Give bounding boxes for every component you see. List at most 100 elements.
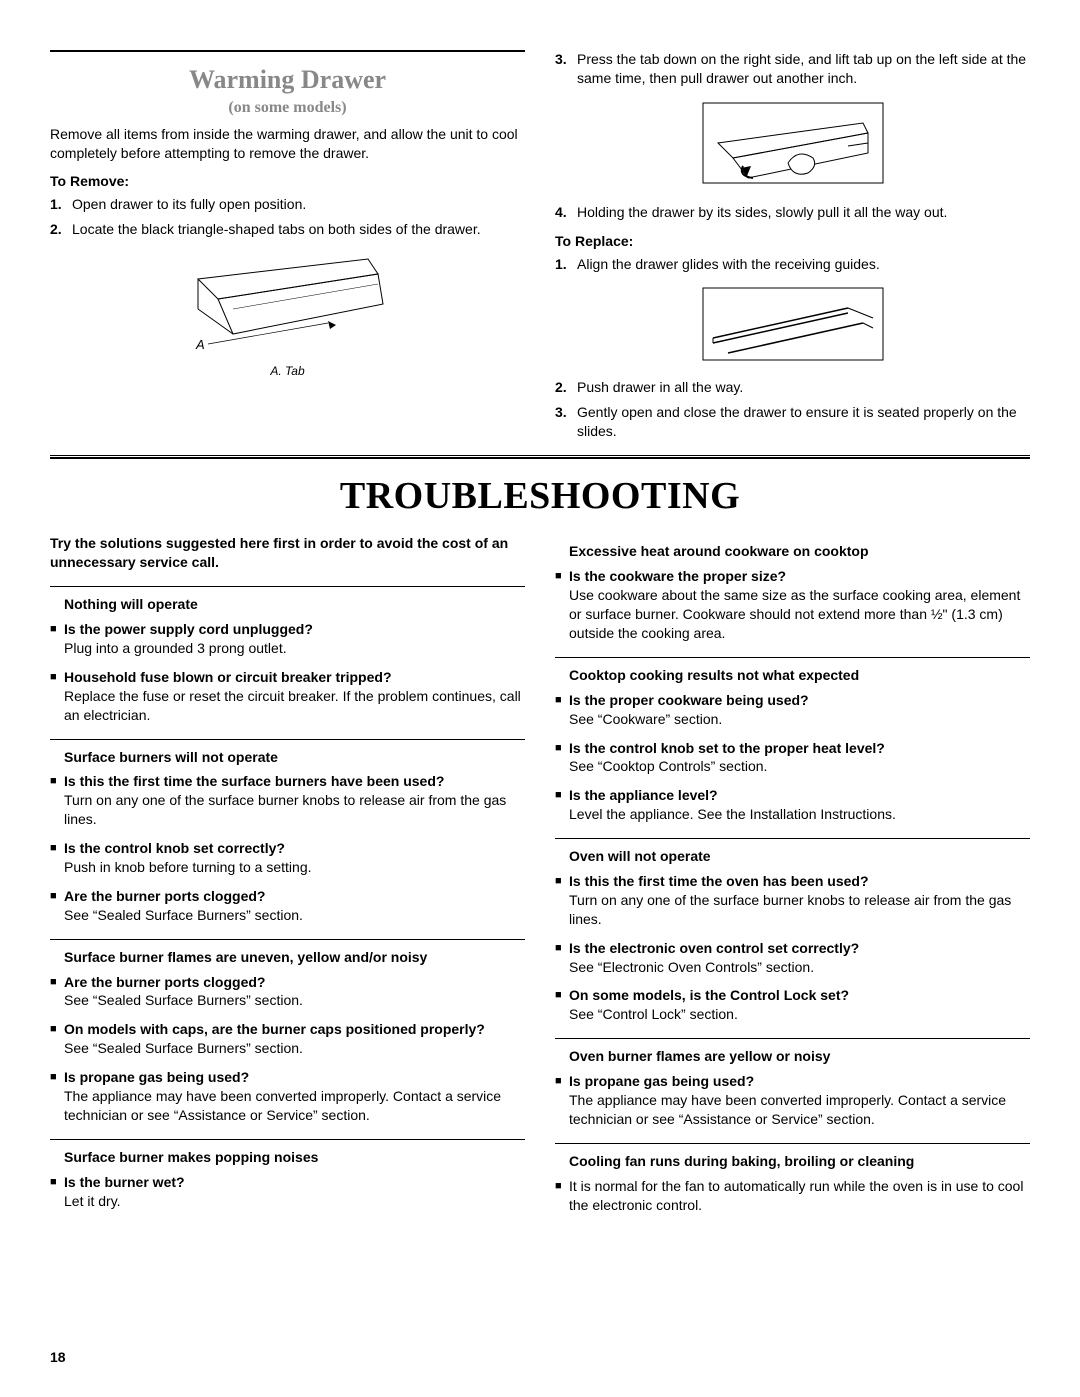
intro-text: Remove all items from inside the warming… <box>50 125 525 163</box>
bullet-content: Household fuse blown or circuit breaker … <box>64 668 525 725</box>
list-item: ■Is the cookware the proper size?Use coo… <box>555 567 1030 643</box>
section-title: Warming Drawer <box>50 62 525 97</box>
list-item: ■Is this the first time the oven has bee… <box>555 872 1030 929</box>
question-text: Is the control knob set correctly? <box>64 839 525 858</box>
question-text: Is the power supply cord unplugged? <box>64 620 525 639</box>
issue-heading: Oven burner flames are yellow or noisy <box>569 1047 1030 1066</box>
question-text: Is the cookware the proper size? <box>569 567 1030 586</box>
question-text: Is the control knob set to the proper he… <box>569 739 1030 758</box>
list-item: 1.Open drawer to its fully open position… <box>50 195 525 214</box>
remove-steps: 1.Open drawer to its fully open position… <box>50 195 525 239</box>
list-item: ■Household fuse blown or circuit breaker… <box>50 668 525 725</box>
issue-list: ■Is this the first time the surface burn… <box>50 772 525 924</box>
bullet-content: Is the cookware the proper size?Use cook… <box>569 567 1030 643</box>
list-item: 1.Align the drawer glides with the recei… <box>555 255 1030 274</box>
issue-list: ■Is this the first time the oven has bee… <box>555 872 1030 1024</box>
answer-text: See “Sealed Surface Burners” section. <box>64 1040 303 1056</box>
list-item: ■Is the control knob set to the proper h… <box>555 739 1030 777</box>
bullet-content: It is normal for the fan to automaticall… <box>569 1177 1030 1215</box>
bullet-content: Are the burner ports clogged?See “Sealed… <box>64 887 525 925</box>
answer-text: Use cookware about the same size as the … <box>569 587 1020 641</box>
issue-list: ■Is propane gas being used?The appliance… <box>555 1072 1030 1129</box>
list-item: 2.Push drawer in all the way. <box>555 378 1030 397</box>
divider <box>555 1038 1030 1039</box>
answer-text: The appliance may have been converted im… <box>64 1088 501 1123</box>
divider <box>555 1143 1030 1144</box>
list-item: ■Is the electronic oven control set corr… <box>555 939 1030 977</box>
troubleshooting-section: Try the solutions suggested here first i… <box>50 534 1030 1224</box>
question-text: Is this the first time the surface burne… <box>64 772 525 791</box>
issue-list: ■It is normal for the fan to automatical… <box>555 1177 1030 1215</box>
issue-heading: Surface burners will not operate <box>64 748 525 767</box>
page-number: 18 <box>50 1348 66 1367</box>
issue-heading: Cooling fan runs during baking, broiling… <box>569 1152 1030 1171</box>
replace-steps: 1.Align the drawer glides with the recei… <box>555 255 1030 274</box>
bullet-content: Is the electronic oven control set corre… <box>569 939 1030 977</box>
bullet-content: Are the burner ports clogged?See “Sealed… <box>64 973 525 1011</box>
list-item: ■Are the burner ports clogged?See “Seale… <box>50 887 525 925</box>
question-text: Is the burner wet? <box>64 1173 525 1192</box>
bullet-content: Is the control knob set to the proper he… <box>569 739 1030 777</box>
fig-label: A <box>195 337 205 352</box>
divider <box>50 939 525 940</box>
answer-text: See “Cookware” section. <box>569 711 722 727</box>
list-item: 2.Locate the black triangle-shaped tabs … <box>50 220 525 239</box>
step-text: Align the drawer glides with the receivi… <box>577 255 1030 274</box>
issue-heading: Oven will not operate <box>569 847 1030 866</box>
replace-steps-cont: 2.Push drawer in all the way. 3.Gently o… <box>555 378 1030 441</box>
question-text: On some models, is the Control Lock set? <box>569 986 1030 1005</box>
list-item: 3.Press the tab down on the right side, … <box>555 50 1030 88</box>
question-text: Are the burner ports clogged? <box>64 973 525 992</box>
bullet-icon: ■ <box>555 1072 569 1129</box>
ts-right-column: Excessive heat around cookware on cookto… <box>555 534 1030 1224</box>
bullet-content: Is this the first time the surface burne… <box>64 772 525 829</box>
answer-text: See “Control Lock” section. <box>569 1006 738 1022</box>
bullet-icon: ■ <box>50 772 64 829</box>
bullet-icon: ■ <box>555 872 569 929</box>
bullet-icon: ■ <box>50 1173 64 1211</box>
rule <box>50 50 525 52</box>
question-text: Is the proper cookware being used? <box>569 691 1030 710</box>
step-text: Holding the drawer by its sides, slowly … <box>577 203 1030 222</box>
bullet-icon: ■ <box>555 939 569 977</box>
bullet-icon: ■ <box>50 1068 64 1125</box>
figure-caption: A. Tab <box>50 363 525 379</box>
question-text: Is propane gas being used? <box>569 1072 1030 1091</box>
answer-text: The appliance may have been converted im… <box>569 1092 1006 1127</box>
answer-text: See “Electronic Oven Controls” section. <box>569 959 814 975</box>
answer-text: Plug into a grounded 3 prong outlet. <box>64 640 287 656</box>
bullet-icon: ■ <box>50 887 64 925</box>
list-item: ■On some models, is the Control Lock set… <box>555 986 1030 1024</box>
issue-list: ■Is the burner wet?Let it dry. <box>50 1173 525 1211</box>
list-item: ■Is the power supply cord unplugged?Plug… <box>50 620 525 658</box>
step-text: Press the tab down on the right side, an… <box>577 50 1030 88</box>
bullet-icon: ■ <box>50 973 64 1011</box>
list-item: ■Is the appliance level?Level the applia… <box>555 786 1030 824</box>
question-text: Are the burner ports clogged? <box>64 887 525 906</box>
section-subtitle: (on some models) <box>50 97 525 119</box>
divider <box>50 586 525 587</box>
bullet-content: Is the proper cookware being used?See “C… <box>569 691 1030 729</box>
list-item: ■Is the control knob set correctly?Push … <box>50 839 525 877</box>
warming-drawer-section: Warming Drawer (on some models) Remove a… <box>50 50 1030 447</box>
drawer-tab-illustration: A <box>178 249 398 359</box>
step-text: Push drawer in all the way. <box>577 378 1030 397</box>
question-text: Is propane gas being used? <box>64 1068 525 1087</box>
list-item: ■It is normal for the fan to automatical… <box>555 1177 1030 1215</box>
step-text: Gently open and close the drawer to ensu… <box>577 403 1030 441</box>
step-text: Locate the black triangle-shaped tabs on… <box>72 220 525 239</box>
question-text: Is the appliance level? <box>569 786 1030 805</box>
bullet-icon: ■ <box>555 1177 569 1215</box>
list-item: ■Are the burner ports clogged?See “Seale… <box>50 973 525 1011</box>
bullet-content: Is the power supply cord unplugged?Plug … <box>64 620 525 658</box>
answer-text: It is normal for the fan to automaticall… <box>569 1178 1023 1213</box>
right-column: 3.Press the tab down on the right side, … <box>555 50 1030 447</box>
bullet-content: Is propane gas being used?The appliance … <box>64 1068 525 1125</box>
drawer-pull-illustration <box>693 98 893 193</box>
bullet-icon: ■ <box>50 668 64 725</box>
issue-heading: Excessive heat around cookware on cookto… <box>569 542 1030 561</box>
answer-text: Let it dry. <box>64 1193 121 1209</box>
divider <box>50 739 525 740</box>
question-text: On models with caps, are the burner caps… <box>64 1020 525 1039</box>
answer-text: See “Sealed Surface Burners” section. <box>64 907 303 923</box>
